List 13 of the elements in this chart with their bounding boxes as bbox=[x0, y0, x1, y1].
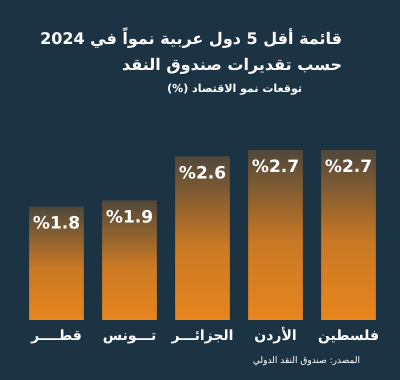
chart-subtitle: توقعات نمو الاقتصاد (%) bbox=[166, 82, 302, 95]
x-tick-label: الأردن bbox=[254, 326, 297, 344]
x-tick-label: قطــــر bbox=[30, 328, 82, 344]
x-tick-label: تـــونس bbox=[102, 328, 156, 344]
data-label: %1.9 bbox=[106, 207, 154, 228]
data-label: %1.8 bbox=[32, 214, 80, 234]
data-label: %2.7 bbox=[252, 157, 300, 177]
data-label: %2.7 bbox=[324, 157, 372, 177]
chart-title: قائمة أقل 5 دول عربية نمواً في 2024 حسب تقديرات صندوق النقد bbox=[39, 26, 342, 76]
text: المصدر: صندوق النقد الدولي bbox=[252, 356, 360, 366]
x-tick-label: الجزائـــر bbox=[170, 328, 234, 344]
data-label: %2.6 bbox=[178, 163, 226, 184]
x-tick-label: فلسطين bbox=[318, 328, 380, 344]
